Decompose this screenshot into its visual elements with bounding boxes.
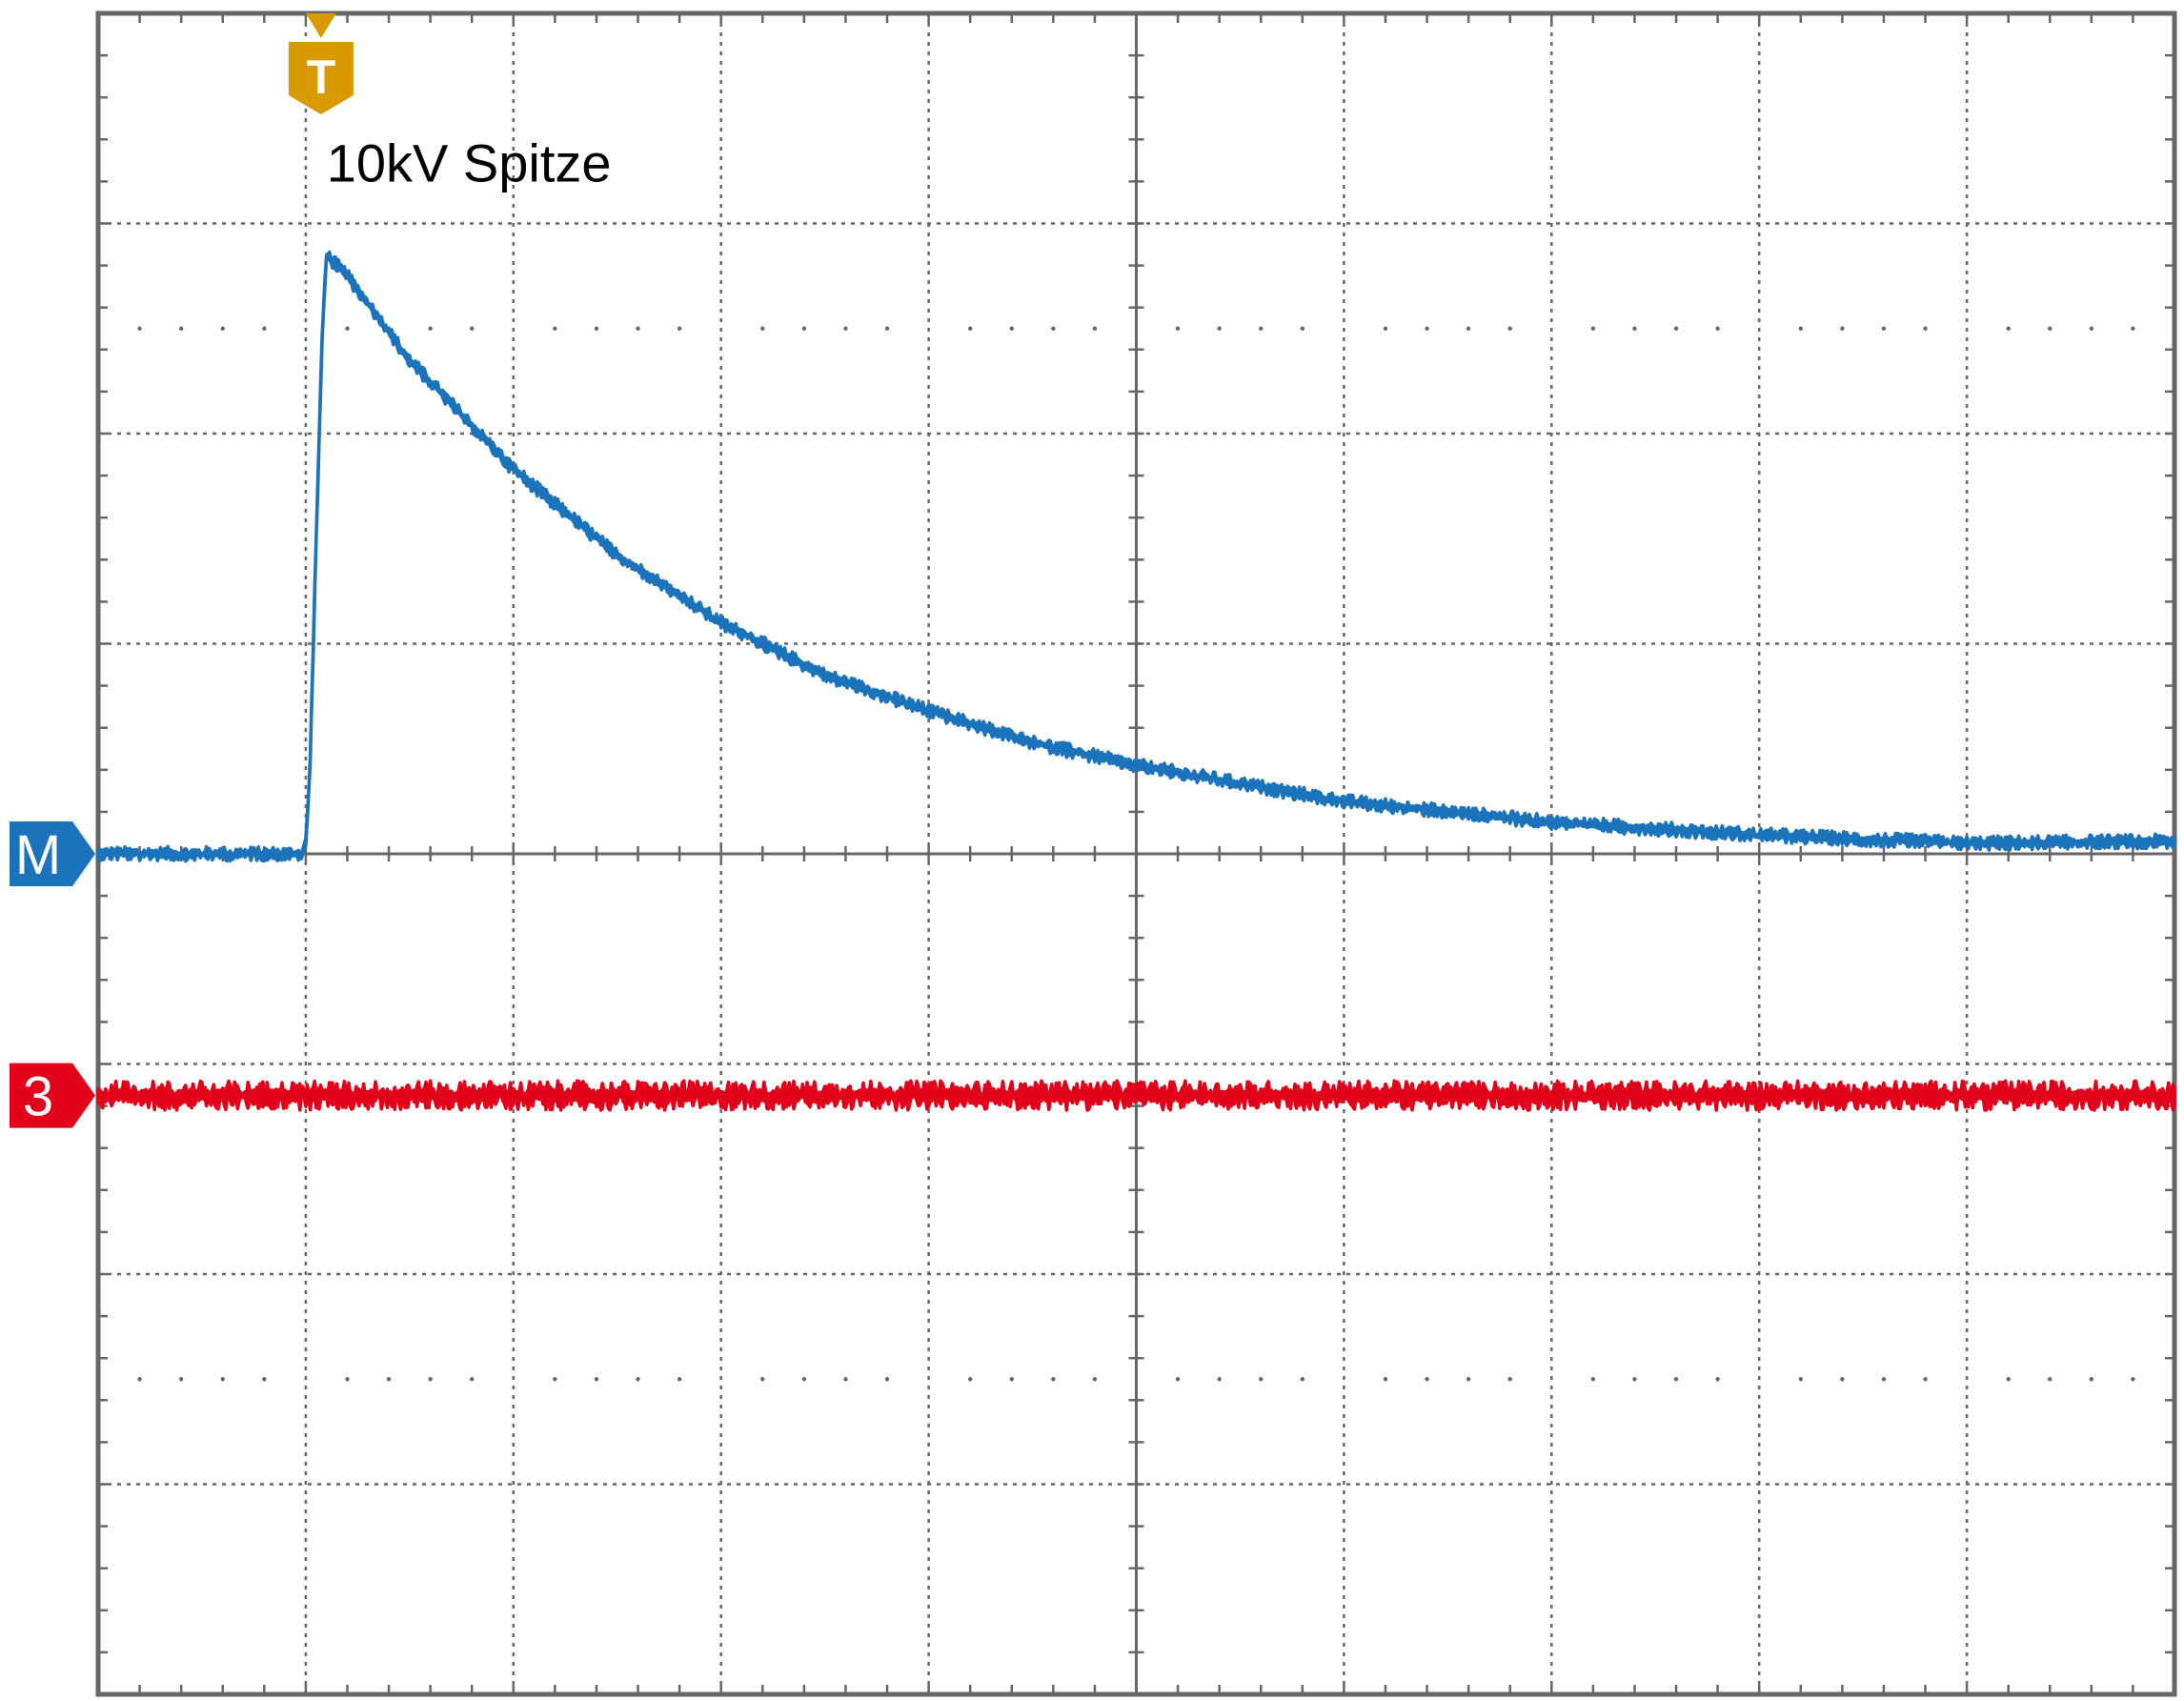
marker-label: M: [15, 824, 61, 886]
channel-markers: M 3 T: [10, 13, 354, 1128]
grid-sub-dot: [137, 326, 142, 331]
grid-sub-dot: [1507, 326, 1512, 331]
grid-sub-dot: [967, 1377, 973, 1382]
marker-shape: [10, 1063, 95, 1128]
grid-sub-dot: [220, 326, 225, 331]
grid-sub-dot: [345, 326, 350, 331]
grid-sub-dot: [2089, 326, 2094, 331]
grid-sub-dot: [1300, 1377, 1305, 1382]
grid-sub-dot: [2131, 1377, 2135, 1382]
channel-marker-3: 3: [10, 1063, 95, 1128]
grid-sub-dot: [1590, 326, 1596, 331]
grid-sub-dot: [470, 1377, 475, 1382]
grid-sub-dot: [843, 326, 848, 331]
grid-sub-dot: [1590, 1377, 1596, 1382]
trigger-label: T: [307, 51, 336, 104]
grid-sub-dot: [760, 1377, 765, 1382]
grid-sub-dot: [636, 326, 640, 331]
grid-sub-dot: [1923, 326, 1928, 331]
grid-sub-dot: [1300, 326, 1305, 331]
grid-sub-dot: [1092, 326, 1098, 331]
grid-sub-dot: [1632, 326, 1637, 331]
grid-sub-dot: [1425, 1377, 1429, 1382]
marker-shape: [10, 821, 95, 886]
grid-sub-dot: [262, 1377, 267, 1382]
grid-sub-dot: [2006, 326, 2011, 331]
grid-sub-dot: [1009, 326, 1014, 331]
grid-sub-dot: [1715, 326, 1720, 331]
grid-sub-dot: [1673, 326, 1679, 331]
grid-sub-dot: [1425, 326, 1429, 331]
grid-sub-dot: [1383, 326, 1388, 331]
grid-sub-dot: [801, 1377, 807, 1382]
grid-sub-dot: [220, 1377, 225, 1382]
grid-sub-dot: [470, 326, 475, 331]
grid-sub-dot: [1466, 1377, 1471, 1382]
grid-sub-dot: [1632, 1377, 1637, 1382]
grid-sub-dot: [137, 1377, 142, 1382]
grid-sub-dot: [801, 326, 807, 331]
grid-sub-dot: [677, 326, 682, 331]
grid-sub-dot: [1798, 1377, 1803, 1382]
grid-sub-dot: [594, 1377, 599, 1382]
grid-sub-dot: [428, 1377, 433, 1382]
grid-sub-dot: [2048, 326, 2053, 331]
grid-sub-dot: [594, 326, 599, 331]
grid-sub-dot: [553, 1377, 557, 1382]
trace-channel-3: [96, 1079, 2176, 1112]
grid-sub-dot: [1507, 1377, 1512, 1382]
trigger-arrow: [305, 13, 336, 38]
grid-sub-dot: [2089, 1377, 2094, 1382]
grid-sub-dot: [1798, 326, 1803, 331]
waveform-traces: [96, 250, 2176, 1112]
grid-sub-dot: [1881, 1377, 1887, 1382]
grid-sub-dot: [636, 1377, 640, 1382]
grid-sub-dot: [884, 326, 890, 331]
grid-sub-dot: [1881, 326, 1887, 331]
grid-sub-dot: [1009, 1377, 1014, 1382]
peak-annotation: 10kV Spitze: [327, 132, 612, 192]
graticule: [95, 10, 2177, 1697]
grid-sub-dot: [2006, 1377, 2011, 1382]
grid-sub-dot: [553, 326, 557, 331]
trigger-badge: [288, 42, 354, 114]
marker-label: 3: [23, 1066, 53, 1128]
grid-sub-dot: [1051, 326, 1056, 331]
grid-sub-dot: [428, 326, 433, 331]
trace-m: [96, 250, 2176, 863]
grid-sub-dot: [262, 326, 267, 331]
grid-sub-dot: [1217, 1377, 1222, 1382]
trigger-marker: T: [288, 13, 354, 114]
grid-sub-dot: [1466, 326, 1471, 331]
grid-sub-dot: [1383, 1377, 1388, 1382]
grid-sub-dot: [1051, 1377, 1056, 1382]
grid-sub-dot: [1673, 1377, 1679, 1382]
grid-sub-dot: [386, 1377, 392, 1382]
grid-sub-dot: [1175, 1377, 1181, 1382]
channel-marker-m: M: [10, 821, 95, 886]
grid-sub-dot: [1092, 1377, 1098, 1382]
grid-sub-dot: [178, 326, 184, 331]
grid-sub-dot: [2048, 1377, 2053, 1382]
grid-sub-dot: [1715, 1377, 1720, 1382]
grid-sub-dot: [1259, 326, 1264, 331]
grid-sub-dot: [967, 326, 973, 331]
grid-sub-dot: [2131, 326, 2135, 331]
grid-sub-dot: [884, 1377, 890, 1382]
grid-sub-dot: [1840, 326, 1845, 331]
grid-sub-dot: [1175, 326, 1181, 331]
grid-sub-dot: [1840, 1377, 1845, 1382]
grid-sub-dot: [1259, 1377, 1264, 1382]
grid-sub-dot: [345, 1377, 350, 1382]
grid-sub-dot: [1217, 326, 1222, 331]
grid-sub-dot: [178, 1377, 184, 1382]
grid-sub-dot: [843, 1377, 848, 1382]
grid-sub-dot: [1923, 1377, 1928, 1382]
grid-sub-dot: [677, 1377, 682, 1382]
grid-sub-dot: [760, 326, 765, 331]
